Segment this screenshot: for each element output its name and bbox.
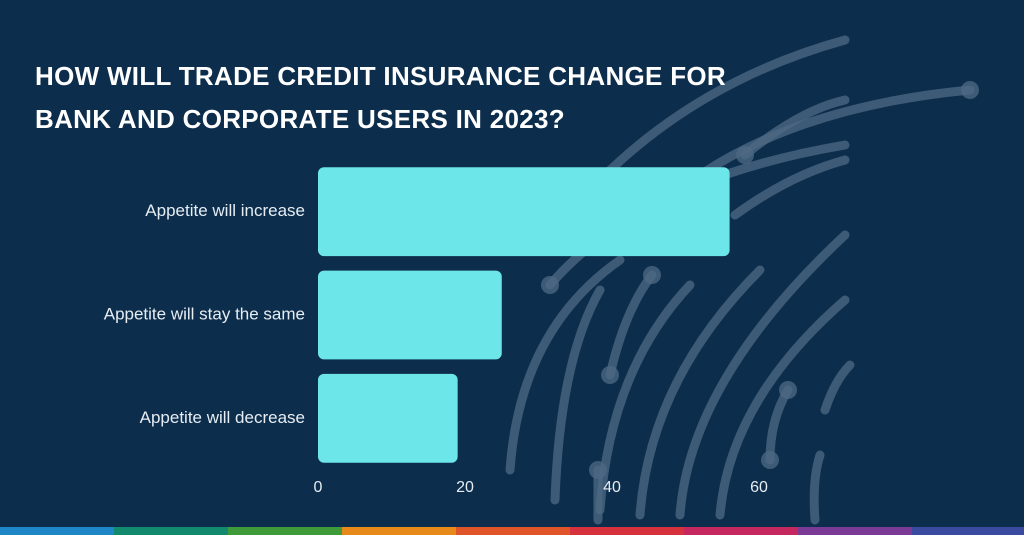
bar bbox=[318, 373, 458, 463]
y-tick-label: Appetite will decrease bbox=[140, 408, 305, 427]
x-tick-label: 20 bbox=[456, 479, 474, 496]
bottom-stripe bbox=[0, 527, 1024, 535]
x-tick-label: 0 bbox=[314, 479, 323, 496]
x-tick-label: 40 bbox=[603, 479, 621, 496]
y-tick-label: Appetite will stay the same bbox=[104, 304, 305, 323]
y-tick-label: Appetite will increase bbox=[145, 201, 305, 220]
bar bbox=[318, 167, 730, 257]
bar bbox=[318, 270, 502, 360]
x-tick-label: 60 bbox=[750, 479, 768, 496]
chart-title: HOW WILL TRADE CREDIT INSURANCE CHANGE F… bbox=[35, 61, 726, 134]
